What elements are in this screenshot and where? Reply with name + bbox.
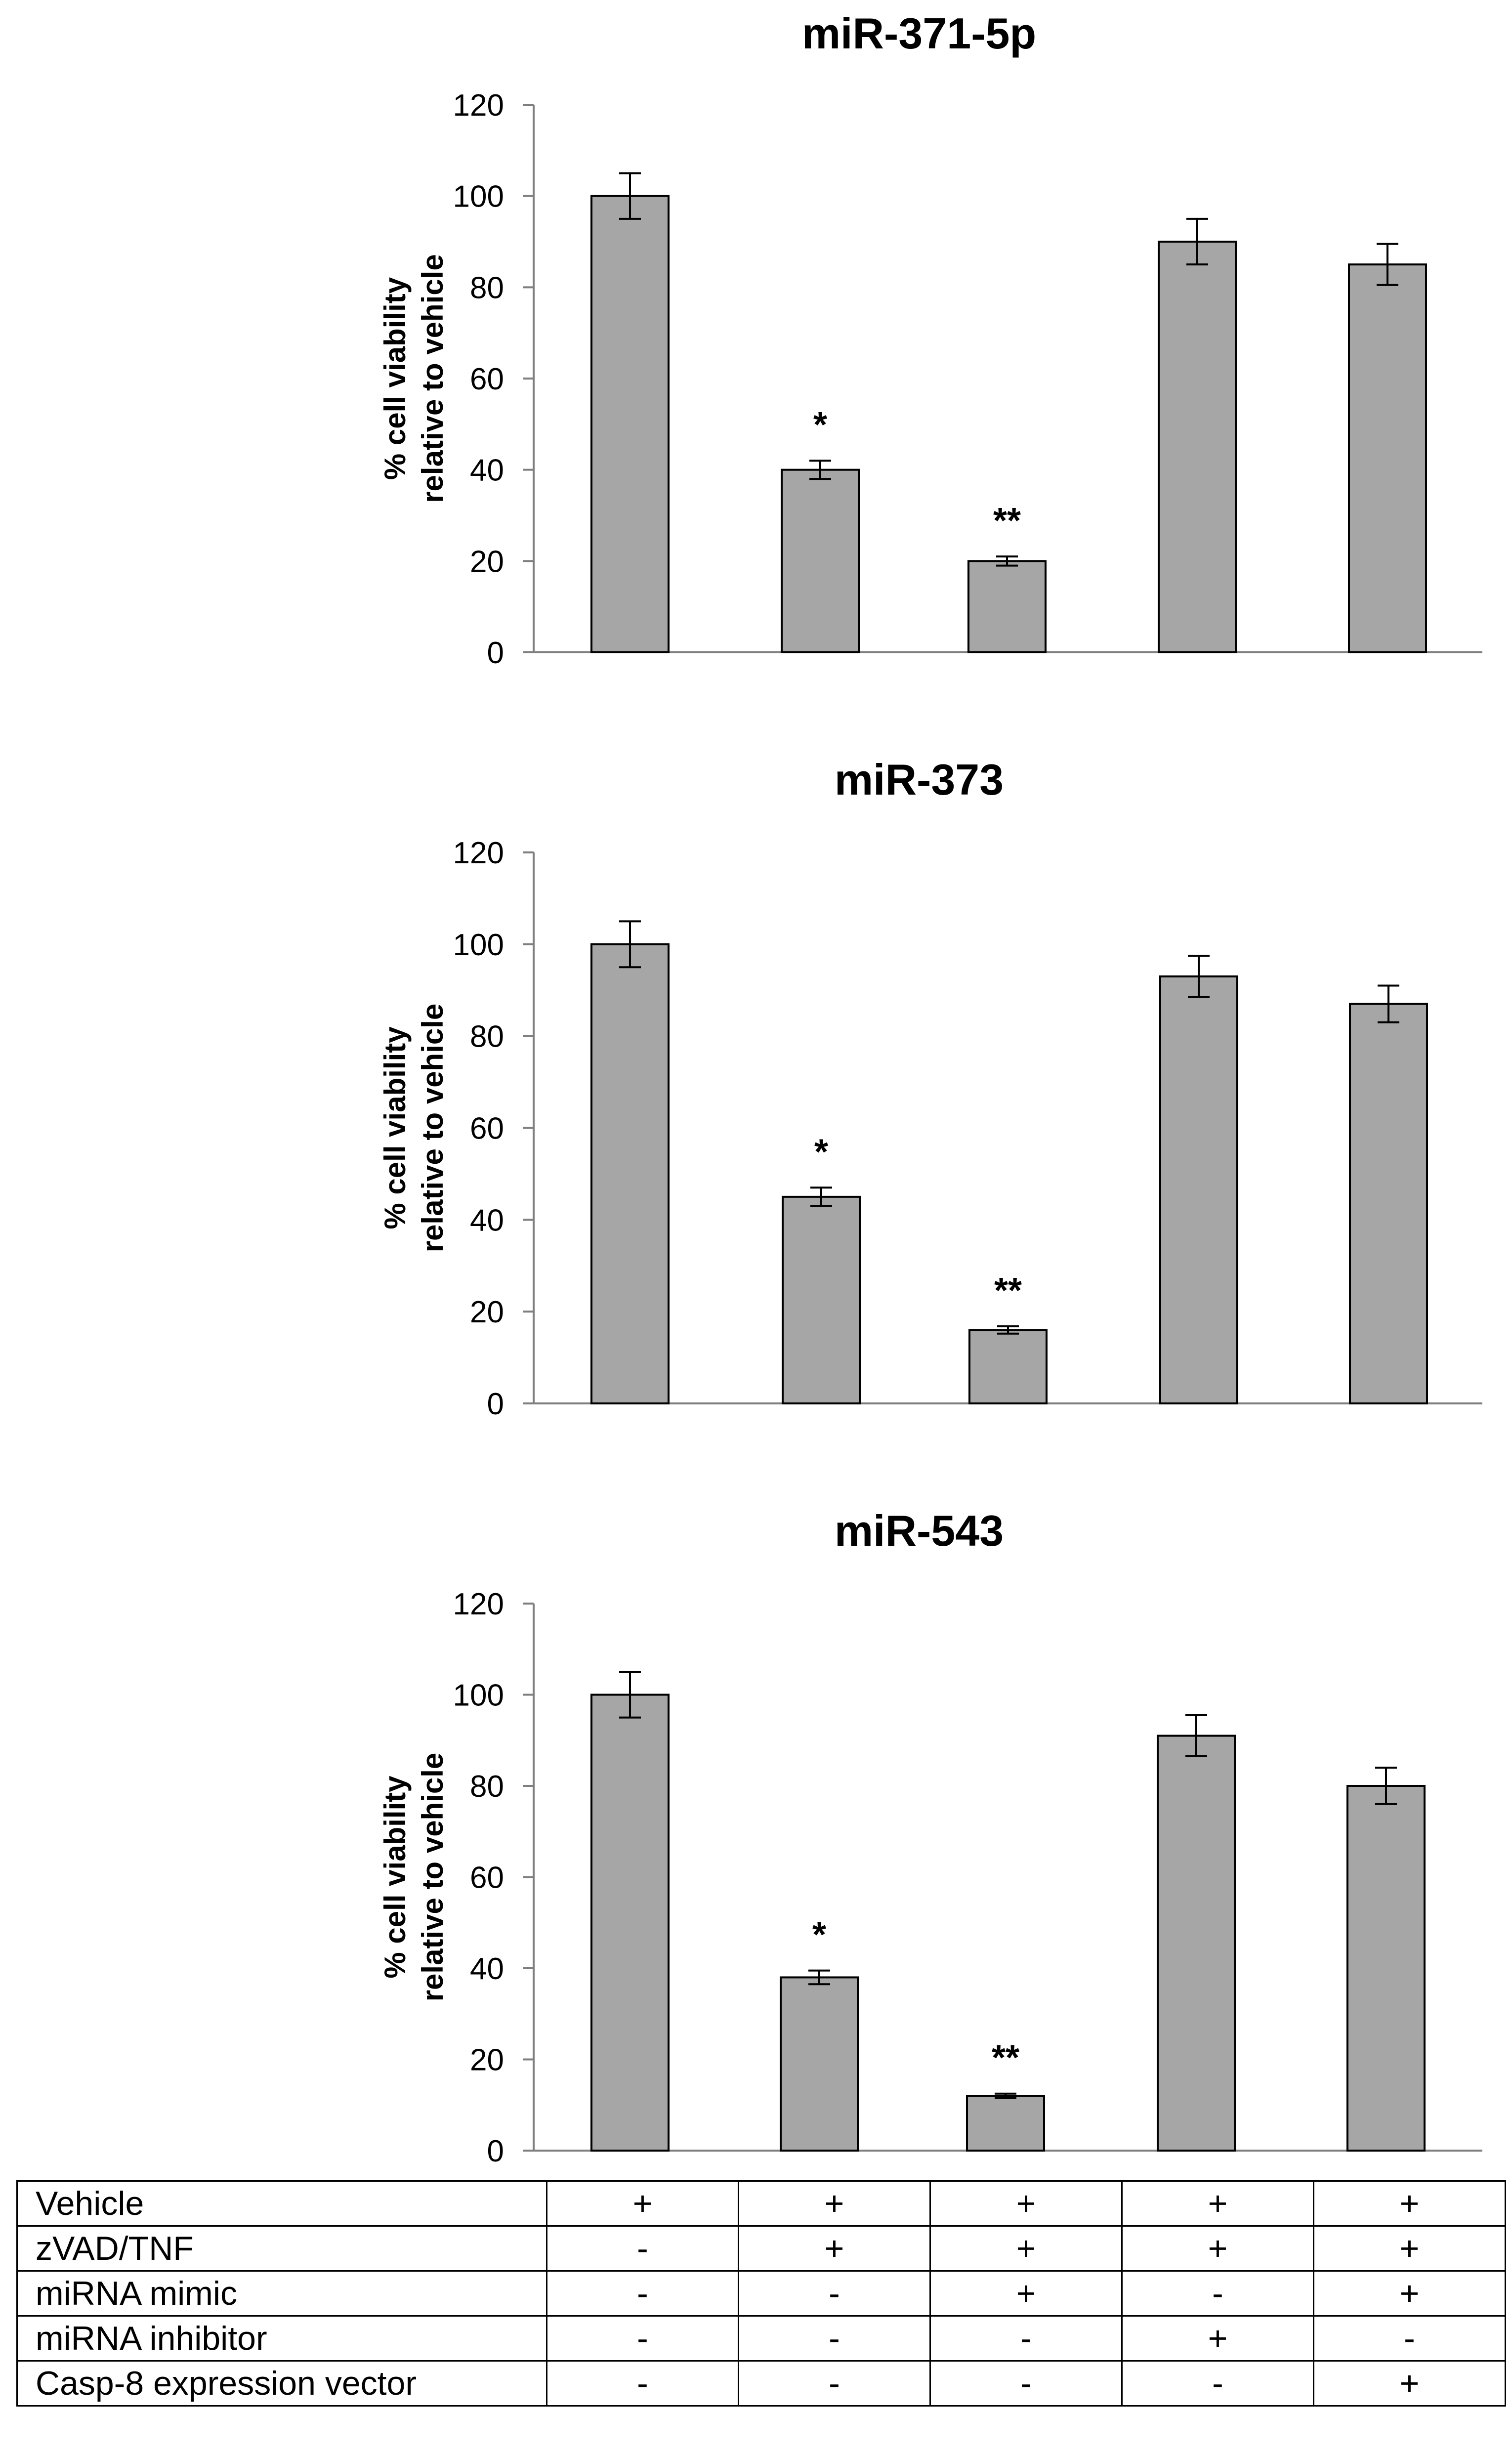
bar-4: [1157, 1735, 1236, 2152]
condition-row: miRNA inhibitor - - - + -: [16, 2315, 1506, 2362]
significance-marker: **: [992, 2038, 1019, 2078]
y-axis-label-line: % cell viability: [378, 1026, 412, 1229]
condition-label: Vehicle: [16, 2180, 547, 2227]
bar-3: [968, 1329, 1048, 1404]
condition-value: +: [929, 2180, 1123, 2227]
condition-value: +: [1121, 2225, 1314, 2272]
charts-figure: miR-371-5p% cell viability relative to ve…: [378, 9, 1482, 2168]
condition-row: miRNA mimic - - + - +: [16, 2270, 1506, 2317]
y-tick-label: 40: [470, 1952, 504, 1986]
bar-5: [1349, 1003, 1428, 1404]
significance-marker: *: [812, 1915, 826, 1955]
condition-value: -: [1313, 2315, 1506, 2362]
condition-value: +: [546, 2180, 739, 2227]
y-tick-label: 80: [470, 271, 504, 305]
significance-marker: **: [993, 501, 1021, 541]
y-axis-label-line: relative to vehicle: [416, 254, 449, 503]
y-axis-label: % cell viability relative to vehicle: [378, 254, 449, 503]
bar-2: [780, 1976, 859, 2152]
bar-3: [966, 2095, 1045, 2152]
bar-2: [781, 468, 860, 654]
y-tick-label: 60: [470, 362, 504, 396]
condition-value: +: [738, 2225, 931, 2272]
condition-value: +: [1121, 2180, 1314, 2227]
y-tick-label: 20: [470, 1295, 504, 1329]
y-axis-label-line: relative to vehicle: [416, 1753, 449, 2002]
y-tick-label: 60: [470, 1861, 504, 1895]
y-tick-label: 100: [453, 928, 504, 962]
condition-value: +: [1313, 2180, 1506, 2227]
y-tick-label: 120: [453, 1587, 504, 1621]
condition-value: -: [1121, 2360, 1314, 2407]
chart-2: miR-373 % cell viability relative to vehic…: [378, 755, 1482, 1421]
y-axis-label: % cell viability relative to vehicle: [378, 1004, 449, 1253]
condition-value: -: [738, 2270, 931, 2317]
chart-title: miR-373: [835, 755, 1004, 804]
significance-marker: *: [813, 405, 827, 445]
condition-label: miRNA mimic: [16, 2270, 547, 2317]
condition-value: -: [1121, 2270, 1314, 2317]
bar-4: [1158, 241, 1237, 653]
condition-value: -: [929, 2315, 1123, 2362]
y-tick-label: 20: [470, 545, 504, 579]
y-tick-label: 0: [487, 2134, 504, 2168]
bar-4: [1159, 975, 1238, 1404]
chart-title: miR-543: [835, 1506, 1004, 1555]
y-axis-label: % cell viability relative to vehicle: [378, 1753, 449, 2002]
condition-row: Casp-8 expression vector - - - - +: [16, 2360, 1506, 2407]
condition-label: miRNA inhibitor: [16, 2315, 547, 2362]
bar-1: [590, 195, 670, 653]
bar-1: [590, 1693, 670, 2152]
condition-value: -: [546, 2315, 739, 2362]
y-tick-label: 40: [470, 454, 504, 488]
y-tick-label: 120: [453, 836, 504, 870]
y-tick-label: 0: [487, 636, 504, 670]
bar-3: [967, 560, 1047, 654]
condition-value: +: [738, 2180, 931, 2227]
condition-value: +: [1313, 2225, 1506, 2272]
y-tick-label: 100: [453, 180, 504, 214]
condition-value: +: [1313, 2360, 1506, 2407]
bar-5: [1346, 1785, 1426, 2152]
bar-2: [782, 1195, 861, 1404]
condition-value: +: [1121, 2315, 1314, 2362]
chart-title: miR-371-5p: [802, 9, 1036, 58]
significance-marker: **: [994, 1271, 1022, 1311]
condition-value: -: [738, 2315, 931, 2362]
y-tick-label: 80: [470, 1770, 504, 1804]
condition-value: +: [929, 2270, 1123, 2317]
y-axis-label-line: % cell viability: [378, 1776, 412, 1979]
y-tick-label: 100: [453, 1679, 504, 1713]
significance-marker: *: [814, 1132, 828, 1172]
y-axis-label-line: relative to vehicle: [416, 1004, 449, 1253]
chart-1: miR-371-5p % cell viability relative to ve…: [378, 9, 1482, 670]
y-tick-label: 40: [470, 1203, 504, 1237]
condition-value: -: [546, 2270, 739, 2317]
condition-value: +: [1313, 2270, 1506, 2317]
y-tick-label: 0: [487, 1387, 504, 1421]
y-tick-label: 60: [470, 1112, 504, 1146]
condition-value: -: [929, 2360, 1123, 2407]
condition-label: Casp-8 expression vector: [16, 2360, 547, 2407]
bar-1: [590, 943, 670, 1405]
condition-value: -: [738, 2360, 931, 2407]
conditions-table: Vehicle + + + + + zVAD/TNF - + + + + miRNA mimic - - + -…: [16, 2180, 1506, 2407]
y-tick-label: 20: [470, 2043, 504, 2077]
condition-row: Vehicle + + + + +: [16, 2180, 1506, 2227]
condition-value: -: [546, 2225, 739, 2272]
bar-5: [1348, 263, 1427, 653]
condition-label: zVAD/TNF: [16, 2225, 547, 2272]
y-tick-label: 80: [470, 1020, 504, 1054]
y-axis-label-line: % cell viability: [378, 277, 412, 480]
y-tick-label: 120: [453, 88, 504, 123]
condition-value: +: [929, 2225, 1123, 2272]
chart-3: miR-543 % cell viability relative to vehic…: [378, 1506, 1482, 2168]
condition-value: -: [546, 2360, 739, 2407]
condition-row: zVAD/TNF - + + + +: [16, 2225, 1506, 2272]
